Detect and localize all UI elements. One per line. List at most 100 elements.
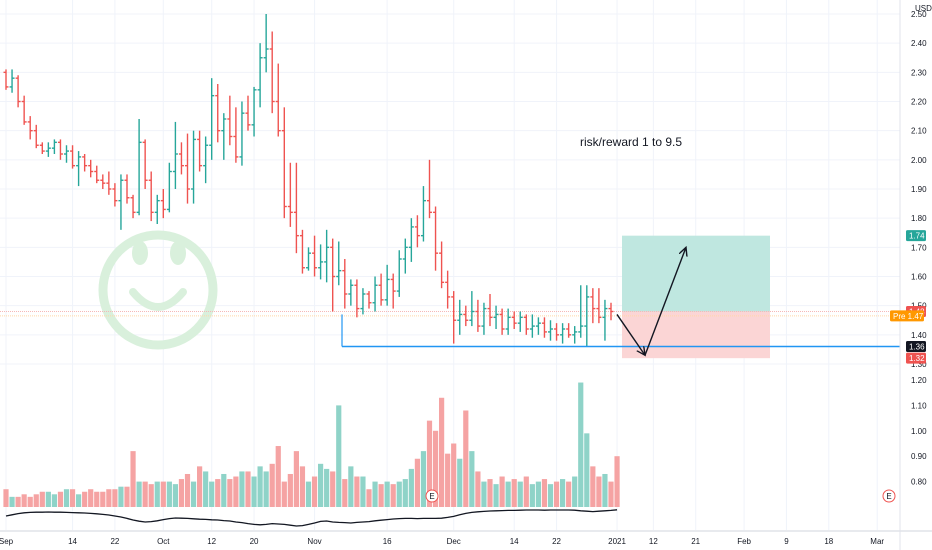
- ohlc-bar-70: [427, 159, 432, 219]
- volume-bar-56: [342, 479, 348, 507]
- volume-bar-9: [57, 491, 64, 507]
- volume-bar-76: [463, 410, 469, 507]
- price-tag-2: Pre 1.47: [890, 310, 924, 322]
- oscillator-pane: [0, 509, 932, 532]
- volume-bar-92: [560, 479, 566, 507]
- time-tick-0: Sep: [0, 537, 14, 546]
- ohlc-bar-3: [21, 95, 27, 125]
- time-tick-5: 20: [250, 537, 259, 546]
- ohlc-bar-81: [493, 305, 499, 329]
- volume-bar-1: [9, 496, 15, 507]
- ohlc-bar-9: [57, 139, 63, 160]
- volume-bar-66: [402, 479, 408, 507]
- ohlc-bar-100: [608, 302, 614, 321]
- volume-bar-55: [336, 405, 342, 507]
- volume-bar-35: [215, 479, 221, 507]
- risk-zone: [622, 311, 770, 359]
- smiley-outline: [98, 230, 218, 350]
- ohlc-bar-30: [185, 133, 190, 204]
- volume-tick-3: 1.10: [911, 401, 927, 410]
- volume-bar-90: [547, 484, 554, 507]
- volume-bar-71: [432, 430, 439, 507]
- volume-bar-63: [384, 481, 390, 507]
- time-tick-11: 2021: [608, 537, 626, 546]
- price-axis[interactable]: 1.301.401.501.601.701.801.902.002.102.20…: [890, 0, 927, 550]
- ohlc-bar-4: [27, 116, 33, 140]
- volume-bar-85: [517, 481, 523, 507]
- volume-bar-22: [136, 481, 142, 507]
- volume-bar-51: [311, 476, 318, 507]
- volume-bar-93: [566, 481, 572, 507]
- smiley-face-watermark: [98, 230, 218, 350]
- ohlc-bar-91: [554, 323, 560, 341]
- volume-bar-80: [487, 479, 493, 507]
- ohlc-bar-72: [439, 241, 445, 289]
- volume-bar-39: [239, 471, 245, 507]
- price-tick-8: 2.10: [911, 127, 927, 136]
- volume-bar-42: [257, 466, 263, 507]
- ohlc-bar-31: [191, 130, 197, 204]
- volume-bar-94: [572, 476, 578, 507]
- price-tick-1: 1.40: [911, 331, 927, 340]
- volume-bar-86: [523, 476, 529, 507]
- ohlc-bar-71: [433, 206, 439, 271]
- volume-bar-43: [263, 471, 269, 507]
- ohlc-bar-73: [445, 270, 451, 309]
- ohlc-bar-96: [584, 285, 590, 347]
- ohlc-bar-67: [408, 218, 414, 262]
- ohlc-bar-21: [130, 194, 136, 219]
- ohlc-bar-86: [523, 314, 529, 335]
- volume-bar-57: [348, 466, 354, 507]
- volume-bar-4: [27, 496, 33, 507]
- volume-bar-44: [269, 463, 275, 507]
- time-tick-10: 22: [552, 537, 561, 546]
- ohlc-bar-61: [372, 276, 378, 312]
- time-axis[interactable]: Sep 14 22 Oct 12 20 Nov 16 Dec 14 22 2021 12 21 Feb 9 18…: [0, 537, 884, 546]
- svg-text:1.74: 1.74: [909, 232, 925, 241]
- volume-bar-75: [457, 458, 463, 507]
- ohlc-bar-99: [602, 299, 608, 341]
- ohlc-bar-90: [548, 320, 553, 341]
- ohlc-bar-14: [88, 159, 94, 178]
- volume-bar-37: [227, 479, 233, 507]
- smiley-mouth: [129, 288, 187, 311]
- ohlc-bar-43: [263, 14, 269, 73]
- volume-bar-73: [445, 453, 451, 507]
- ohlc-bar-59: [360, 288, 366, 315]
- reward-zone: [622, 235, 770, 312]
- price-tag-4: 1.32: [906, 352, 926, 364]
- ohlc-bars: [3, 14, 614, 347]
- volume-bar-88: [535, 481, 541, 507]
- ohlc-bar-53: [324, 229, 330, 283]
- ohlc-bar-48: [293, 162, 299, 254]
- ohlc-bar-45: [275, 63, 281, 137]
- ohlc-bar-22: [136, 119, 142, 216]
- volume-bar-65: [396, 481, 402, 507]
- volume-bar-46: [281, 481, 287, 507]
- ohlc-bar-41: [251, 86, 257, 137]
- price-tick-7: 2.00: [911, 156, 927, 165]
- ohlc-bar-66: [402, 238, 408, 274]
- volume-bar-0: [3, 489, 9, 507]
- volume-bar-19: [118, 486, 124, 507]
- ohlc-bar-28: [172, 121, 178, 189]
- ohlc-bar-36: [221, 113, 227, 160]
- volume-bar-34: [209, 481, 215, 507]
- ohlc-bar-26: [160, 189, 166, 219]
- svg-text:Pre 1.47: Pre 1.47: [893, 312, 924, 321]
- time-tick-2: 22: [110, 537, 119, 546]
- ohlc-bar-79: [481, 302, 487, 335]
- ohlc-bar-38: [233, 107, 239, 163]
- volume-tick-0: 0.80: [911, 478, 927, 487]
- price-tick-4: 1.70: [911, 243, 927, 252]
- oscillator-line: [5, 509, 618, 527]
- price-tick-3: 1.60: [911, 273, 927, 282]
- smiley-right-eye: [170, 241, 186, 265]
- ohlc-bar-27: [166, 162, 172, 213]
- ohlc-bar-44: [269, 31, 275, 114]
- volume-bar-69: [420, 451, 427, 507]
- smiley-left-eye: [132, 241, 148, 265]
- projection-arrow-1: [644, 247, 686, 356]
